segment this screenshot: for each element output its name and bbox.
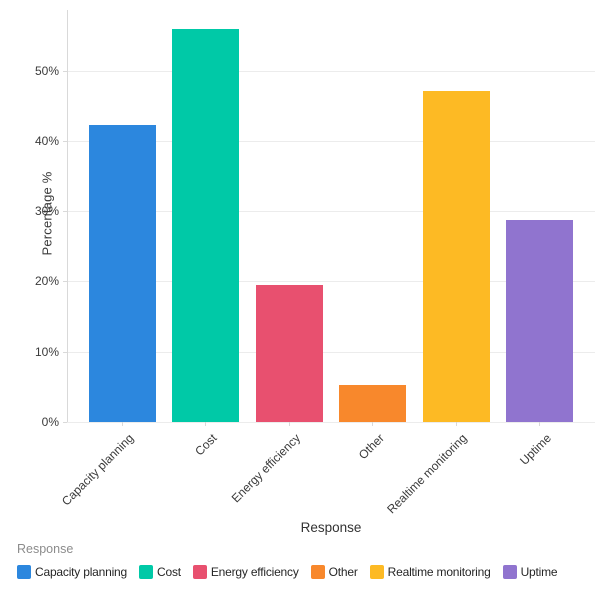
legend-item-realtime-monitoring[interactable]: Realtime monitoring <box>369 565 491 579</box>
legend-swatch-icon <box>17 565 31 579</box>
gridline-50% <box>67 70 595 72</box>
legend-swatch-icon <box>139 565 153 579</box>
x-tickmark <box>455 422 457 426</box>
legend-label: Energy efficiency <box>210 565 299 579</box>
legend-label: Uptime <box>520 565 558 579</box>
y-tick-label: 50% <box>34 63 59 78</box>
y-tick-label: 0% <box>41 415 59 429</box>
x-tickmark <box>121 422 123 426</box>
legend-items: Capacity planning Cost Energy efficiency Ot… <box>17 565 569 579</box>
legend-item-uptime[interactable]: Uptime <box>502 565 558 579</box>
bar-energy-efficiency[interactable] <box>255 284 323 422</box>
gridline-30% <box>67 211 595 213</box>
legend-title: Response <box>17 542 74 556</box>
y-tickmark <box>63 422 67 423</box>
bar-realtime-monitoring[interactable] <box>422 90 490 422</box>
legend-item-energy-efficiency[interactable]: Energy efficiency <box>192 565 299 579</box>
legend-label: Other <box>328 565 358 579</box>
y-tickmark <box>63 140 67 142</box>
legend-swatch-icon <box>310 565 325 579</box>
legend-label: Cost <box>157 565 181 579</box>
x-tickmark <box>372 422 374 426</box>
bar-capacity-planning[interactable] <box>88 124 156 422</box>
legend-label: Realtime monitoring <box>387 565 491 579</box>
x-tickmark <box>288 422 290 426</box>
y-tickmark <box>63 351 67 353</box>
x-axis-title: Response <box>300 520 362 535</box>
gridline-20% <box>67 281 595 283</box>
y-tick-label: 40% <box>34 133 59 148</box>
x-tickmark <box>205 422 207 426</box>
y-tickmark <box>63 211 67 213</box>
y-tickmark <box>63 281 67 283</box>
bar-other[interactable] <box>339 385 407 422</box>
y-tick-label: 30% <box>34 204 59 219</box>
y-tick-label: 20% <box>34 274 59 289</box>
y-tickmark <box>63 70 67 72</box>
x-tick-label-other: Other <box>355 431 387 463</box>
legend-label: Capacity planning <box>35 565 127 579</box>
legend-swatch-icon <box>369 565 384 579</box>
bar-uptime[interactable] <box>506 219 574 422</box>
legend-swatch-icon <box>502 565 517 579</box>
x-tick-label-cost: Cost <box>192 431 220 459</box>
y-tick-label: 10% <box>34 344 59 359</box>
y-axis-line <box>67 10 68 422</box>
x-tickmark <box>539 422 541 426</box>
gridline-40% <box>67 140 595 142</box>
legend-item-other[interactable]: Other <box>310 565 358 579</box>
bar-cost[interactable] <box>172 29 240 422</box>
x-tick-label-realtime-monitoring: Realtime monitoring <box>384 431 471 517</box>
x-tick-label-energy-efficiency: Energy efficiency <box>228 431 304 506</box>
legend: Response Capacity planning Cost Energy eff… <box>17 542 569 579</box>
x-tick-label-uptime: Uptime <box>516 431 554 468</box>
legend-swatch-icon <box>192 565 207 579</box>
x-tick-label-capacity-planning: Capacity planning <box>58 431 137 509</box>
legend-item-cost[interactable]: Cost <box>139 565 181 579</box>
gridline-10% <box>67 351 595 353</box>
gridline-0% <box>67 422 595 423</box>
legend-item-capacity-planning[interactable]: Capacity planning <box>17 565 127 579</box>
